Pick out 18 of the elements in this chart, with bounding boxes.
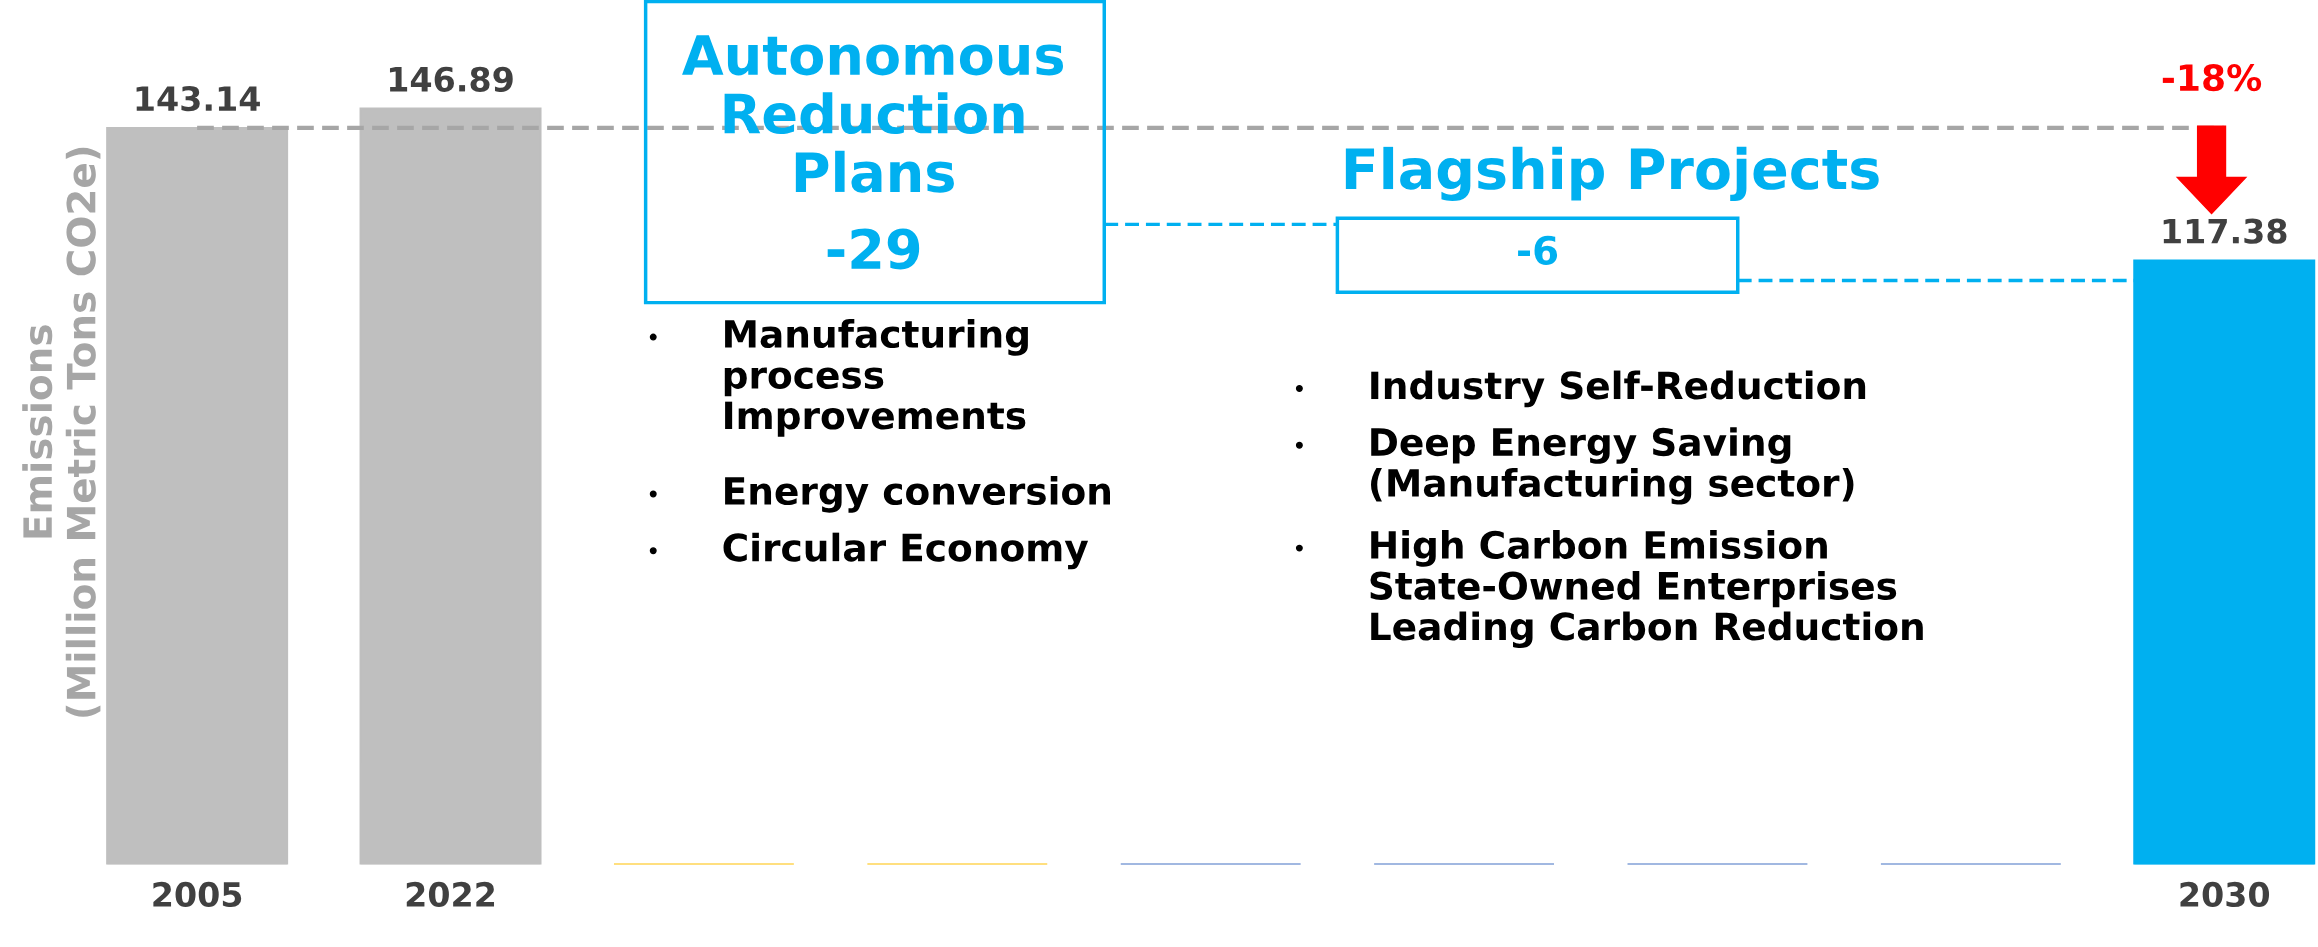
annotation: Deep Energy Saving (Manufacturing sector) [1371,427,1854,505]
data-label: 143.14 [136,85,260,112]
annotation: Flagship Projects [1345,146,1879,202]
annotation: -29 [827,228,920,270]
annotation: -6 [1518,235,1558,266]
x-tick-label: 2005 [153,881,242,908]
annotation: High Carbon Emission State-Owned Enterprises Leading Carbon Reduction [1370,530,1923,649]
x-tick-label: 2030 [2180,881,2270,908]
annotation: Autonomous Reduction Plans [682,35,1064,193]
annotation: Manufacturing process Improvements [724,319,1028,437]
x-tick-label: 2022 [406,881,495,908]
annotation: -18% [2162,63,2262,92]
annotation: Industry Self-Reduction [1371,370,1866,408]
annotation: Energy conversion [725,476,1110,513]
data-label: 146.89 [389,66,513,92]
y-axis-title: Emissions (Million Metric Tons CO2e) [22,147,101,717]
annotation: Circular Economy [723,532,1089,570]
data-label: 117.38 [2163,218,2287,244]
